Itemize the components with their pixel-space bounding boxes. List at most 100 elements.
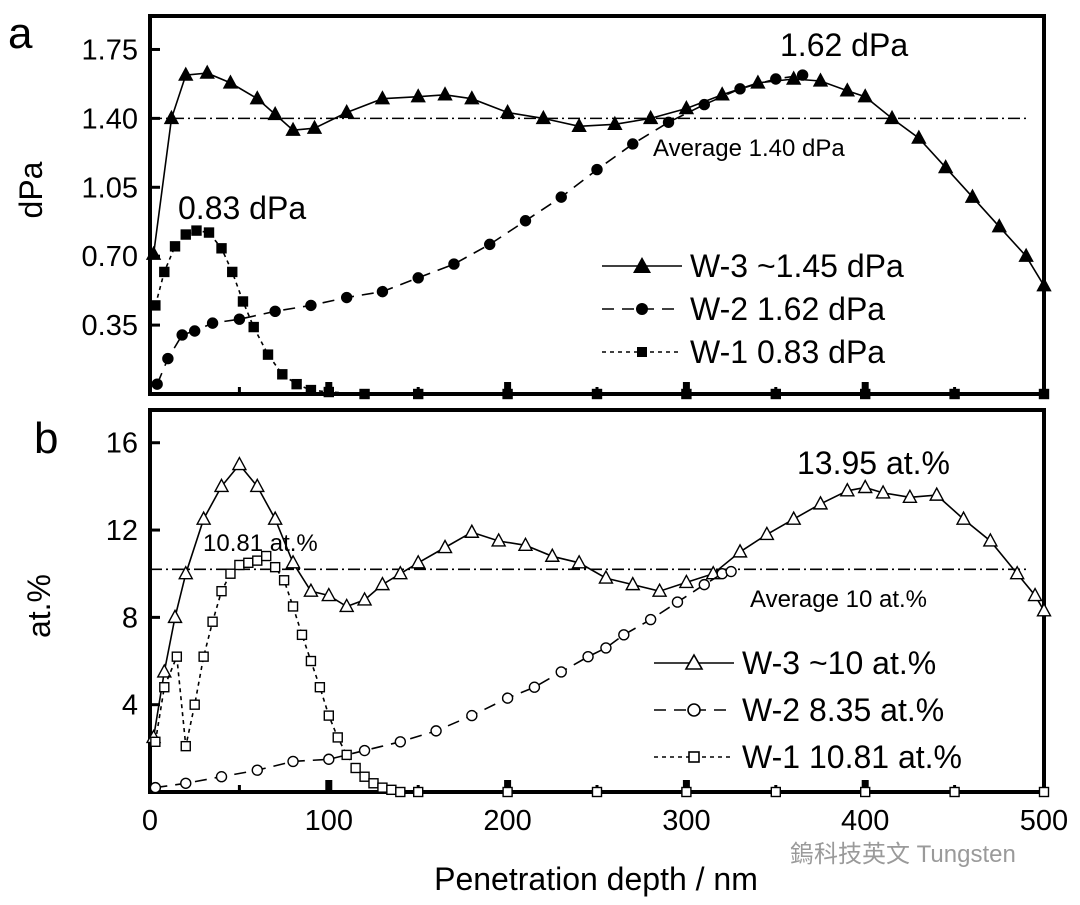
point-a-s0-11 — [410, 88, 426, 103]
point-b-s1-17 — [671, 596, 684, 608]
point-a-s1-7 — [305, 299, 317, 312]
panel-label-a: a — [8, 9, 33, 58]
point-b-s0-4 — [195, 510, 212, 525]
point-b-s0-22 — [571, 554, 587, 569]
point-a-s0-0 — [145, 245, 162, 260]
point-a-s0-27 — [911, 129, 927, 144]
point-b-s2-0 — [150, 736, 161, 747]
point-a-s2-15 — [359, 388, 370, 400]
point-a-s2-23 — [1038, 388, 1050, 400]
series-line-a-0 — [152, 72, 1045, 287]
point-b-s1-10 — [501, 692, 514, 704]
point-b-s0-6 — [231, 456, 248, 471]
point-a-s1-19 — [734, 83, 746, 95]
series-line-b-1 — [155, 570, 732, 789]
point-a-s0-12 — [437, 86, 453, 101]
legend-b-w3-marker — [684, 653, 704, 670]
point-b-s0-13 — [356, 591, 373, 606]
point-b-s0-17 — [437, 539, 453, 554]
annotation-b-average: Average 10 at.% — [750, 586, 927, 613]
point-b-s1-7 — [394, 736, 407, 748]
point-a-s1-18 — [698, 98, 710, 111]
annotation-a-average: Average 1.40 dPa — [653, 135, 845, 162]
point-b-s0-35 — [902, 488, 918, 504]
ytick-label-b-3: 16 — [106, 428, 138, 460]
point-b-s1-3 — [251, 764, 263, 776]
point-b-s0-32 — [839, 482, 855, 497]
series-line-a-2 — [154, 229, 1044, 395]
legend-b-w1: W-1 10.81 at.% — [742, 739, 962, 775]
point-b-s0-23 — [598, 569, 614, 584]
panel-a-ylabel: dPa — [13, 161, 49, 218]
point-b-s2-20 — [332, 732, 343, 743]
point-b-s2-18 — [314, 682, 326, 693]
panel-b-legend: W-3 ~10 at.% W-2 8.35 at.% W-1 10.81 at.… — [654, 645, 962, 775]
point-b-s2-31 — [681, 786, 692, 798]
point-b-s1-18 — [698, 578, 710, 591]
ytick-label-a-2: 1.05 — [82, 172, 138, 204]
panel-a-chart: 0.35 0.70 1.05 1.40 1.75 dPa 1.62 dPa 0.83 d… — [13, 14, 1052, 400]
point-a-s0-5 — [249, 90, 265, 105]
point-b-s0-15 — [392, 565, 408, 580]
point-a-s2-2 — [169, 241, 181, 252]
xtick-label-0: 0 — [142, 805, 158, 837]
point-b-s0-2 — [167, 608, 183, 624]
point-b-s1-8 — [430, 725, 442, 737]
point-b-s2-29 — [502, 786, 513, 798]
point-b-s2-7 — [216, 585, 227, 597]
point-a-s2-0 — [150, 300, 161, 311]
point-a-s2-8 — [237, 296, 249, 307]
point-b-s2-9 — [234, 559, 245, 571]
point-b-s2-28 — [413, 786, 424, 798]
point-b-s2-2 — [171, 651, 183, 662]
legend-b-w3: W-3 ~10 at.% — [742, 645, 936, 681]
point-a-s1-16 — [627, 138, 639, 150]
ytick-label-a-4: 1.75 — [82, 34, 138, 66]
point-b-s0-38 — [982, 532, 999, 547]
ytick-label-b-0: 4 — [122, 690, 138, 722]
point-a-s0-4 — [222, 74, 239, 89]
point-a-s2-14 — [323, 386, 334, 398]
point-b-s2-16 — [296, 629, 308, 641]
point-b-s1-2 — [215, 771, 228, 783]
point-a-s2-1 — [159, 266, 170, 278]
point-a-s1-12 — [484, 238, 496, 251]
point-a-s0-25 — [857, 88, 873, 103]
point-b-s1-0 — [149, 781, 162, 794]
point-a-s1-11 — [448, 258, 460, 270]
xtick-label-2: 200 — [483, 805, 531, 837]
annotation-b-peak-w1: 10.81 at.% — [203, 530, 318, 557]
point-a-s1-13 — [519, 215, 532, 227]
point-a-s2-6 — [216, 243, 227, 254]
point-a-s1-21 — [796, 69, 809, 81]
point-b-s0-19 — [490, 532, 507, 547]
point-a-s0-6 — [267, 105, 283, 121]
point-b-s2-23 — [359, 771, 370, 782]
point-b-s0-9 — [285, 554, 301, 569]
point-a-s1-9 — [376, 285, 389, 298]
point-b-s2-17 — [305, 655, 317, 667]
point-a-s1-17 — [662, 116, 675, 129]
point-a-s1-4 — [206, 317, 219, 329]
point-a-s0-9 — [339, 103, 355, 119]
point-b-s1-4 — [287, 755, 299, 768]
legend-a-w2: W-2 1.62 dPa — [690, 291, 885, 327]
point-a-s0-23 — [812, 72, 829, 87]
point-b-s1-20 — [725, 565, 737, 578]
point-b-s2-22 — [350, 762, 361, 774]
point-b-s1-5 — [323, 753, 335, 765]
point-b-s0-3 — [178, 565, 194, 580]
point-a-s2-19 — [681, 388, 692, 400]
point-a-s0-31 — [1018, 247, 1034, 262]
point-a-s0-20 — [714, 86, 730, 101]
point-b-s0-40 — [1027, 587, 1043, 602]
panel-b-chart: 4 8 12 16 0 100 200 300 400 500 at.% Penetration … — [21, 408, 1068, 897]
annotation-b-peak-w2: 13.95 at.% — [797, 445, 950, 481]
point-a-s2-9 — [248, 321, 259, 333]
point-b-s2-34 — [949, 786, 960, 798]
legend-a-w3-marker — [633, 257, 651, 273]
point-a-s2-4 — [191, 225, 202, 236]
point-b-s2-26 — [386, 784, 397, 796]
point-b-s2-25 — [377, 782, 388, 793]
point-b-s2-13 — [269, 561, 281, 573]
